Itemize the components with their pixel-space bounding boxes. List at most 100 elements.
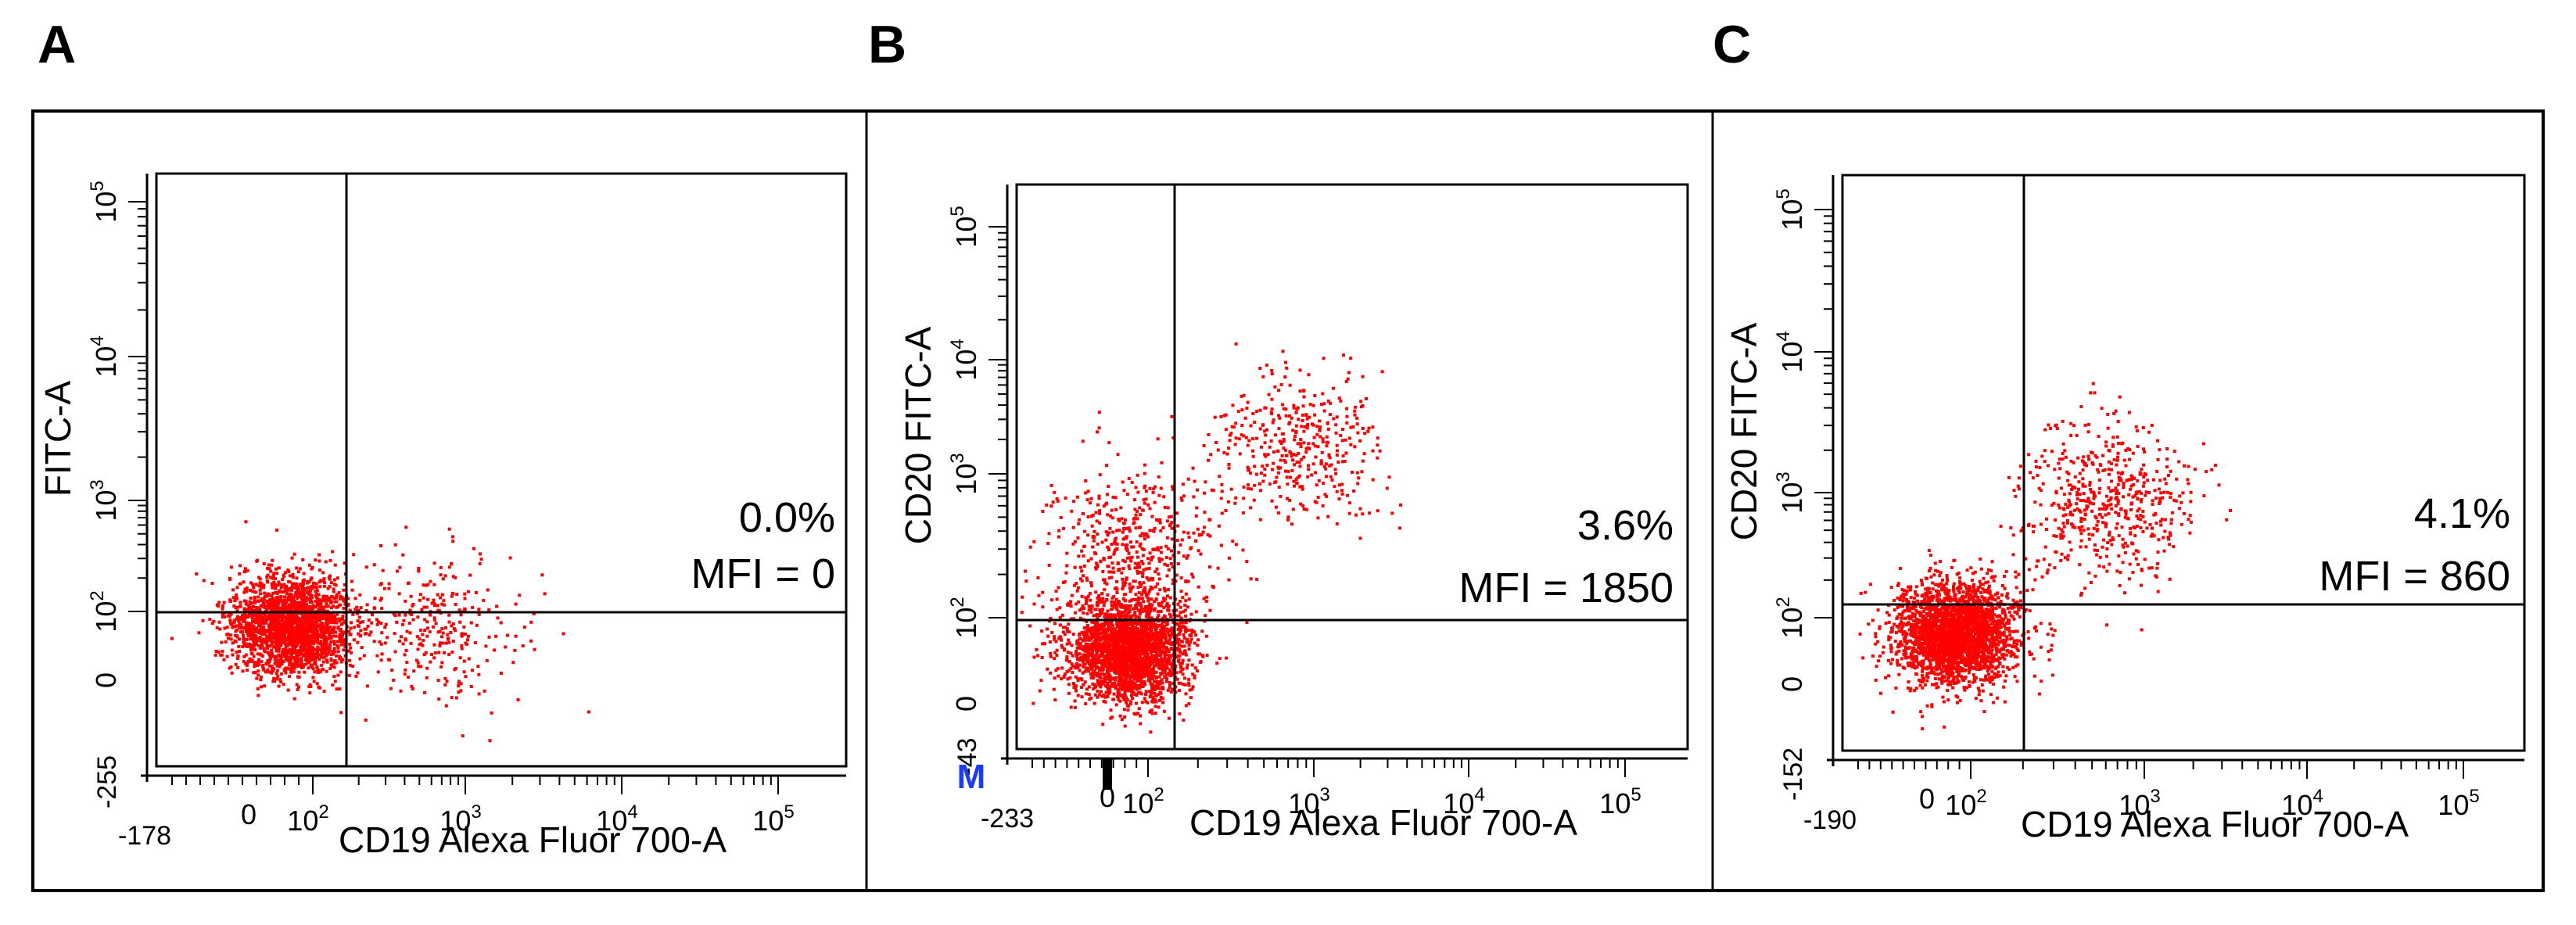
event-point xyxy=(286,644,289,647)
event-point xyxy=(383,586,386,590)
event-point xyxy=(1100,622,1104,626)
event-point xyxy=(1182,636,1186,640)
event-point xyxy=(1218,657,1222,660)
event-point xyxy=(226,614,230,618)
event-point xyxy=(499,621,503,625)
event-point xyxy=(439,665,443,669)
event-point xyxy=(409,641,413,645)
event-point xyxy=(379,544,382,547)
event-point xyxy=(1182,719,1186,722)
event-point xyxy=(1151,669,1155,673)
event-point xyxy=(482,598,486,602)
event-point xyxy=(264,618,267,622)
event-point xyxy=(1162,625,1166,629)
event-point xyxy=(245,629,249,632)
event-point xyxy=(1103,650,1107,654)
event-point xyxy=(1139,601,1142,605)
event-point xyxy=(1075,642,1079,646)
event-point xyxy=(231,626,235,629)
event-point xyxy=(1154,627,1158,630)
event-point xyxy=(318,553,321,557)
event-point xyxy=(253,595,257,599)
event-point xyxy=(1154,694,1158,697)
event-point xyxy=(254,634,257,638)
event-point xyxy=(1150,603,1153,607)
event-point xyxy=(357,632,361,636)
event-point xyxy=(356,611,359,615)
event-point xyxy=(242,607,246,611)
event-point xyxy=(381,568,385,572)
event-point xyxy=(488,739,492,743)
event-point xyxy=(301,579,305,583)
event-point xyxy=(402,618,406,622)
event-point xyxy=(1153,659,1157,663)
event-point xyxy=(1115,580,1119,583)
event-point xyxy=(303,613,307,617)
event-point xyxy=(253,639,257,643)
event-point xyxy=(1092,665,1096,669)
event-point xyxy=(315,650,319,654)
event-point xyxy=(1103,684,1107,688)
event-point xyxy=(277,631,280,635)
event-point xyxy=(282,654,285,658)
event-point xyxy=(1193,674,1197,678)
event-point xyxy=(379,597,383,601)
event-point xyxy=(228,618,232,622)
event-point xyxy=(1139,646,1143,650)
event-point xyxy=(338,687,342,691)
event-point xyxy=(1225,656,1229,660)
event-point xyxy=(1066,629,1069,633)
event-point xyxy=(1134,598,1138,601)
event-point xyxy=(309,658,313,662)
event-point xyxy=(1188,688,1192,692)
x-tick-exponent: 2 xyxy=(318,801,328,823)
event-point xyxy=(397,592,401,596)
event-point xyxy=(463,607,467,611)
event-point xyxy=(443,651,446,654)
event-point xyxy=(487,635,491,639)
event-point xyxy=(228,576,231,580)
event-point xyxy=(362,654,366,658)
event-point xyxy=(289,670,293,674)
event-point xyxy=(309,685,313,688)
event-point xyxy=(1078,643,1082,647)
event-point xyxy=(257,662,261,666)
event-point xyxy=(420,608,424,611)
x-tick-label: 0 xyxy=(241,798,257,830)
x-tick-exponent: 4 xyxy=(627,801,637,823)
event-point xyxy=(1080,607,1083,611)
event-point xyxy=(1067,669,1071,672)
event-point xyxy=(1134,604,1138,608)
event-point xyxy=(349,646,353,650)
event-point xyxy=(316,638,319,642)
event-point xyxy=(464,641,468,645)
event-point xyxy=(332,626,336,629)
event-point xyxy=(1121,674,1125,678)
event-point xyxy=(279,656,283,660)
event-point xyxy=(270,648,274,652)
event-point xyxy=(1184,704,1188,708)
event-point xyxy=(333,600,337,604)
event-point xyxy=(249,637,253,641)
percent-annotation: 0.0% xyxy=(739,494,835,541)
event-point xyxy=(260,582,264,586)
event-point xyxy=(320,643,324,647)
event-point xyxy=(263,650,267,654)
event-point xyxy=(376,670,380,674)
event-point xyxy=(1092,631,1095,635)
event-point xyxy=(1145,657,1149,661)
event-point xyxy=(1158,687,1162,690)
event-point xyxy=(332,647,336,651)
event-point xyxy=(257,636,260,640)
event-point xyxy=(257,694,260,697)
event-point xyxy=(1183,649,1187,653)
event-point xyxy=(266,639,270,643)
event-point xyxy=(1178,712,1182,715)
event-point xyxy=(432,561,436,565)
event-point xyxy=(1133,626,1137,630)
event-point xyxy=(271,602,275,606)
event-point xyxy=(265,644,269,647)
event-point xyxy=(303,603,307,607)
event-point xyxy=(263,591,267,595)
event-point xyxy=(351,665,354,669)
